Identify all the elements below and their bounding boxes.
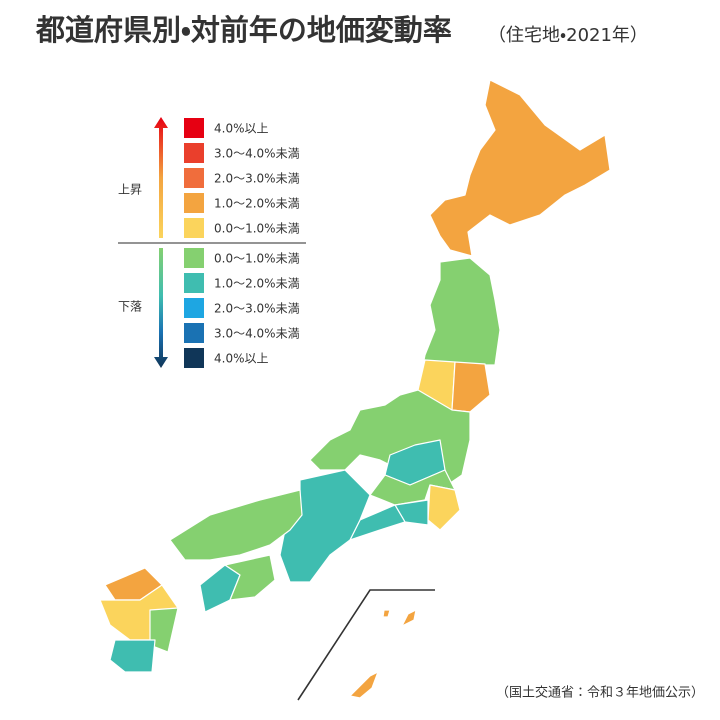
rise-arrow xyxy=(154,117,168,238)
legend-swatch xyxy=(184,273,204,293)
hokkaido xyxy=(429,79,611,257)
legend-swatch xyxy=(184,193,204,213)
subtitle: （住宅地・2021年） xyxy=(488,25,648,46)
japan-map xyxy=(99,79,611,701)
fall-arrow xyxy=(154,248,168,368)
chugoku xyxy=(169,489,303,561)
chiba xyxy=(427,484,461,531)
okinawa-small xyxy=(382,609,391,618)
miyagi xyxy=(451,361,491,413)
kagoshima xyxy=(109,639,156,673)
legend-swatch xyxy=(184,218,204,238)
legend-label: 3.0〜4.0%未満 xyxy=(214,147,300,161)
title: 都道府県別・対前年の地価変動率 xyxy=(35,13,452,47)
legend-label: 0.0〜1.0%未満 xyxy=(214,252,300,266)
legend-swatch xyxy=(184,118,204,138)
shikoku-east xyxy=(224,554,276,601)
legend-swatch xyxy=(184,248,204,268)
legend-label: 2.0〜3.0%未満 xyxy=(214,302,300,316)
legend-swatch xyxy=(184,168,204,188)
legend-label: 4.0%以上 xyxy=(214,122,269,136)
inset-border xyxy=(297,589,435,701)
legend-swatch xyxy=(184,323,204,343)
legend-swatch xyxy=(184,298,204,318)
fall-label: 下落 xyxy=(118,300,142,314)
okinawa-main xyxy=(349,671,379,699)
source: （国土交通省：令和３年地価公示） xyxy=(496,686,704,701)
legend: 上昇 下落 4.0%以上 3.0〜4.0%未満 2.0〜3.0%未満 1.0〜2.0%… xyxy=(118,117,306,368)
legend-label: 1.0〜2.0%未満 xyxy=(214,277,300,291)
legend-label: 4.0%以上 xyxy=(214,352,269,366)
rise-label: 上昇 xyxy=(118,183,142,197)
legend-swatch xyxy=(184,348,204,368)
legend-label: 1.0〜2.0%未満 xyxy=(214,197,300,211)
legend-swatch xyxy=(184,143,204,163)
legend-label: 3.0〜4.0%未満 xyxy=(214,327,300,341)
legend-label: 0.0〜1.0%未満 xyxy=(214,222,300,236)
okinawa-east xyxy=(401,609,417,627)
legend-label: 2.0〜3.0%未満 xyxy=(214,172,300,186)
miyazaki xyxy=(149,607,179,653)
